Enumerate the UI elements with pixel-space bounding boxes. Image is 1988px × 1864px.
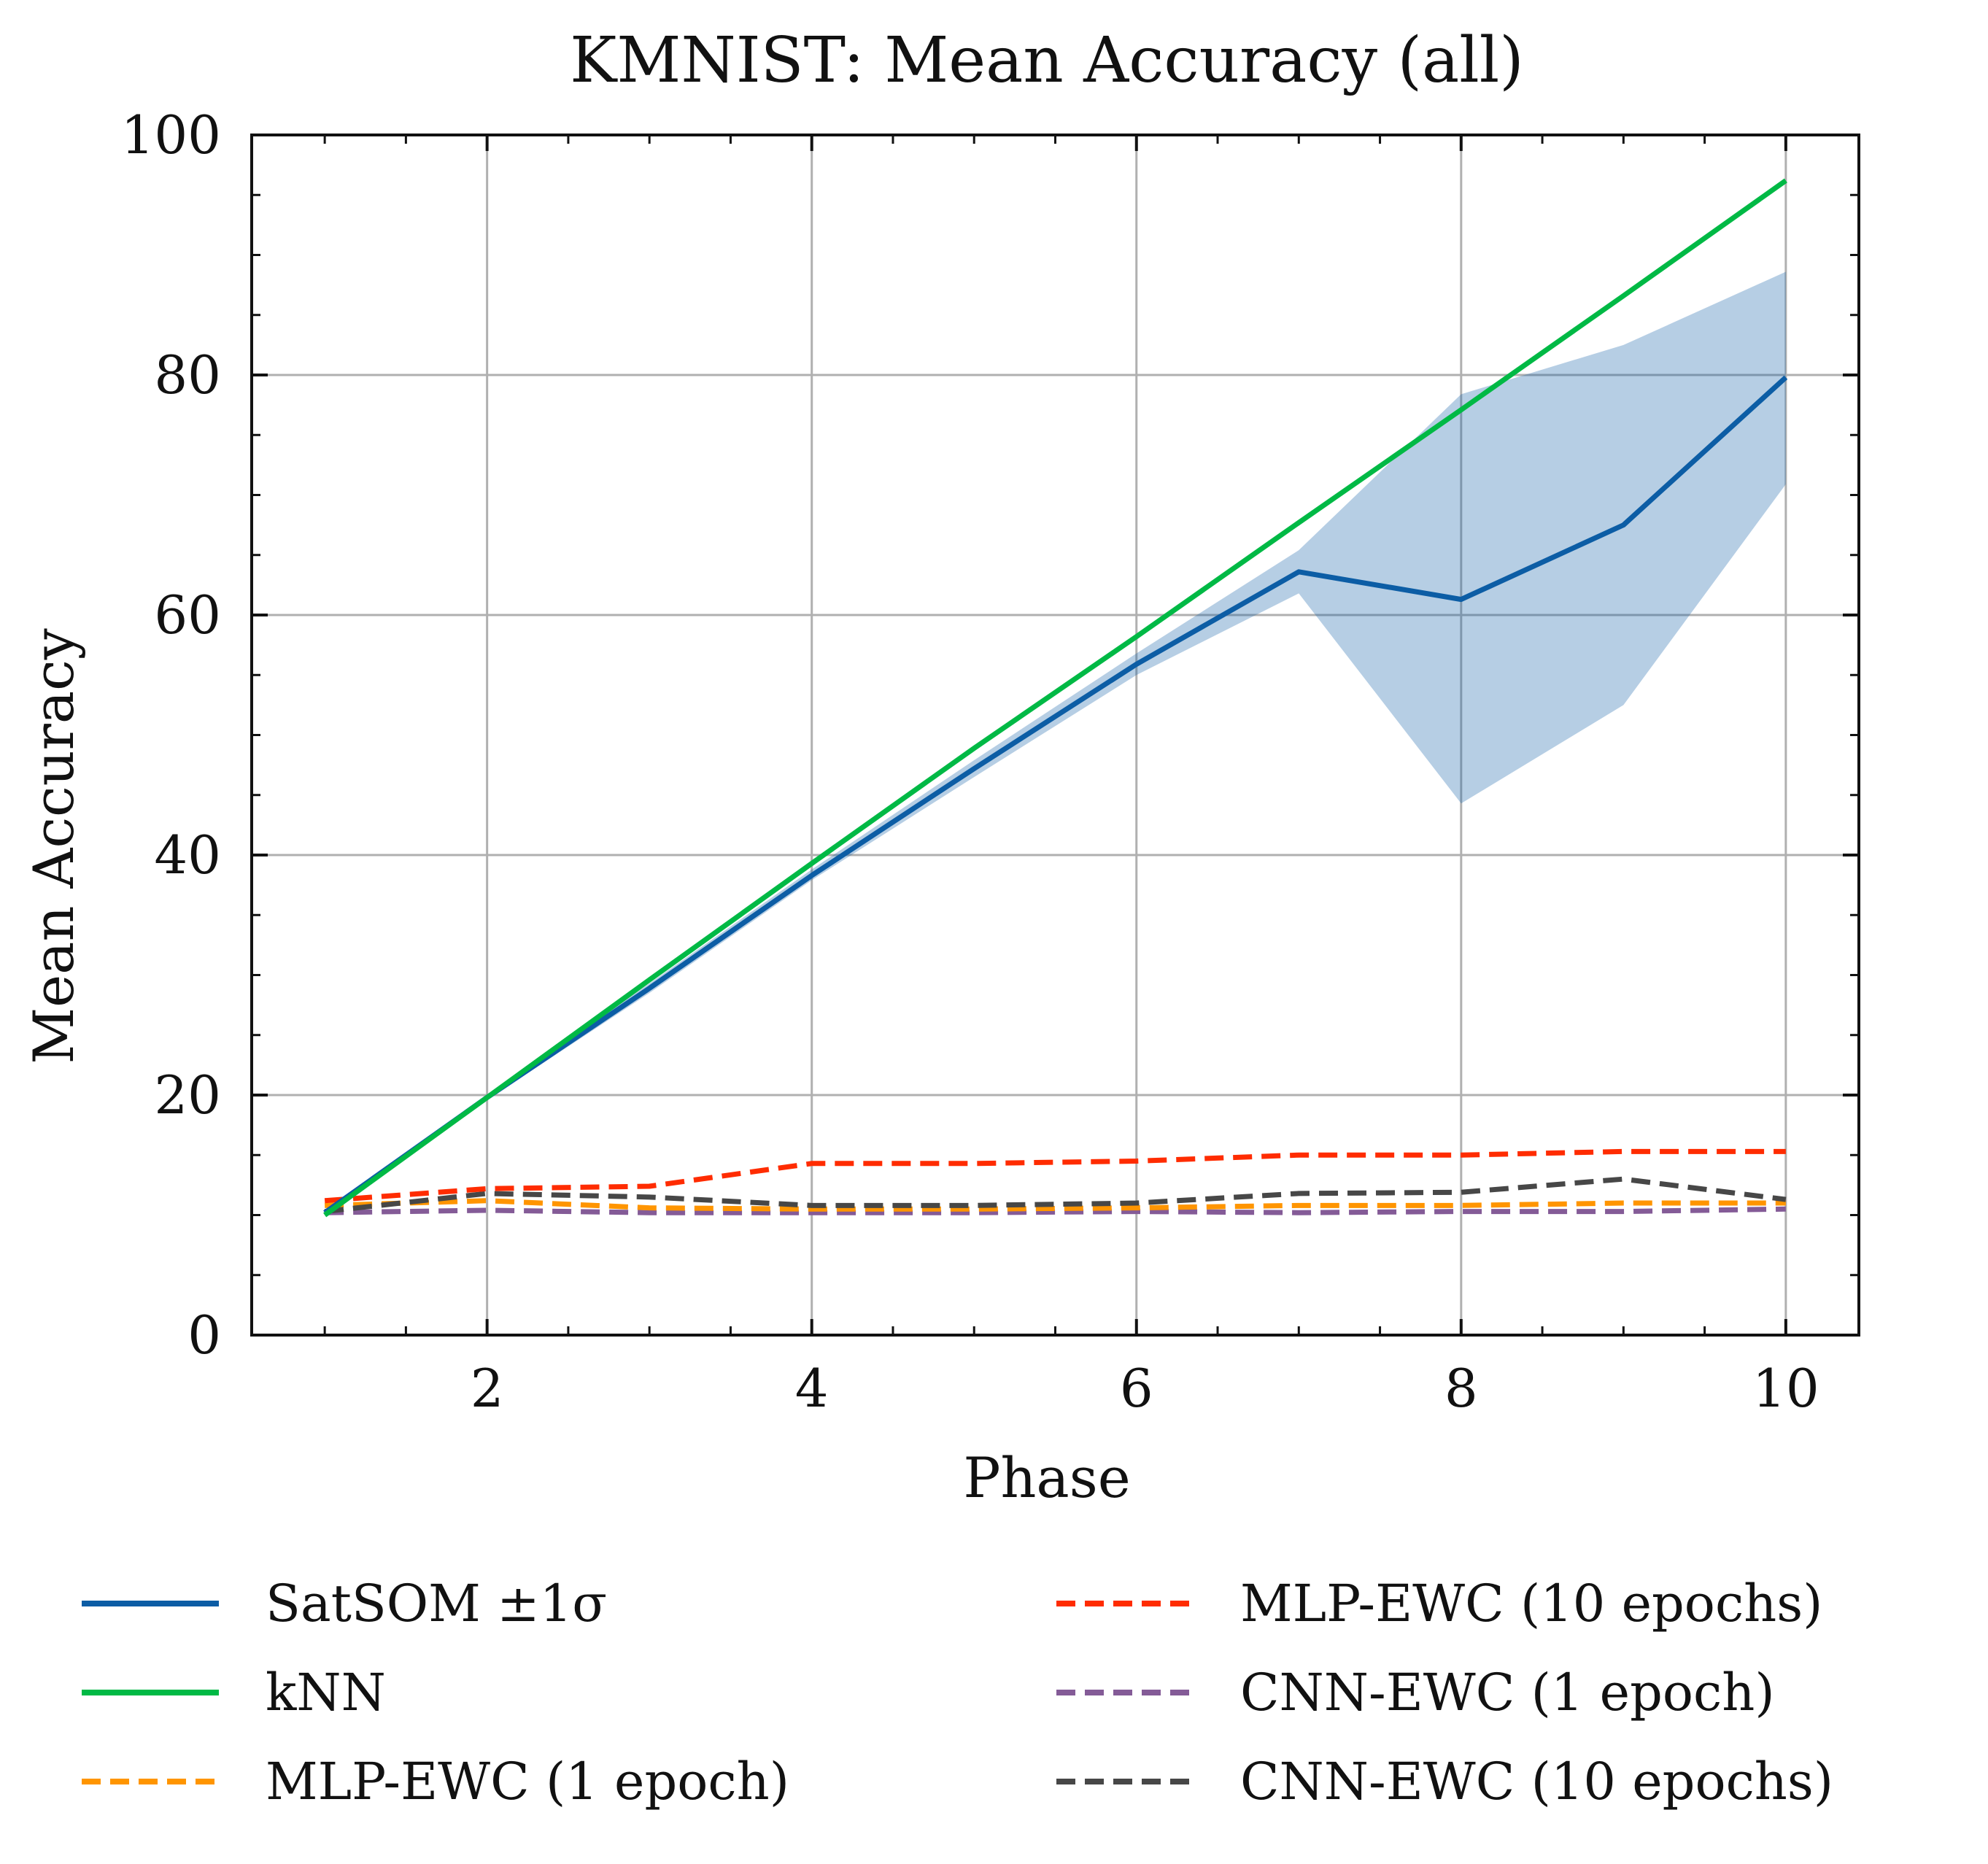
x-tick-label-10: 10 xyxy=(1752,1358,1819,1419)
legend-label-4: CNN-EWC (1 epoch) xyxy=(1240,1663,1775,1722)
x-tick-label-2: 2 xyxy=(471,1358,504,1419)
legend-label-5: CNN-EWC (10 epochs) xyxy=(1240,1752,1833,1811)
chart-title: KMNIST: Mean Accuracy (all) xyxy=(570,24,1524,97)
x-tick-label-4: 4 xyxy=(795,1358,829,1419)
series-lines xyxy=(323,178,1788,1218)
x-tick-label-6: 6 xyxy=(1120,1358,1153,1419)
axis-ticks xyxy=(252,134,1859,1337)
plot-frame xyxy=(250,134,1860,1337)
confidence-bands xyxy=(325,271,1786,1215)
y-tick-label-60: 60 xyxy=(154,584,221,646)
series-line-0 xyxy=(323,375,1788,1215)
y-axis-label: Mean Accuracy xyxy=(21,628,86,1064)
y-tick-label-100: 100 xyxy=(121,104,221,166)
y-tick-label-20: 20 xyxy=(154,1064,221,1126)
series-line-3 xyxy=(324,1148,1786,1204)
band-series-0 xyxy=(325,271,1786,1215)
grid-lines xyxy=(252,134,1859,1337)
x-tick-label-8: 8 xyxy=(1444,1358,1478,1419)
x-axis-label: Phase xyxy=(963,1445,1130,1510)
legend-label-3: MLP-EWC (10 epochs) xyxy=(1240,1574,1822,1633)
legend-label-0: SatSOM ±1σ xyxy=(266,1574,607,1633)
series-line-5 xyxy=(324,1176,1787,1215)
series-line-2 xyxy=(325,1198,1786,1212)
series-line-4 xyxy=(325,1206,1786,1215)
y-tick-label-0: 0 xyxy=(187,1304,221,1366)
legend: SatSOM ±1σ kNN MLP-EWC (1 epoch) MLP-EWC (1… xyxy=(82,1574,1833,1811)
y-tick-label-40: 40 xyxy=(154,824,221,886)
legend-label-2: MLP-EWC (1 epoch) xyxy=(266,1752,789,1811)
legend-label-1: kNN xyxy=(266,1663,386,1722)
series-line-1 xyxy=(323,178,1787,1218)
y-tick-label-80: 80 xyxy=(154,344,221,406)
